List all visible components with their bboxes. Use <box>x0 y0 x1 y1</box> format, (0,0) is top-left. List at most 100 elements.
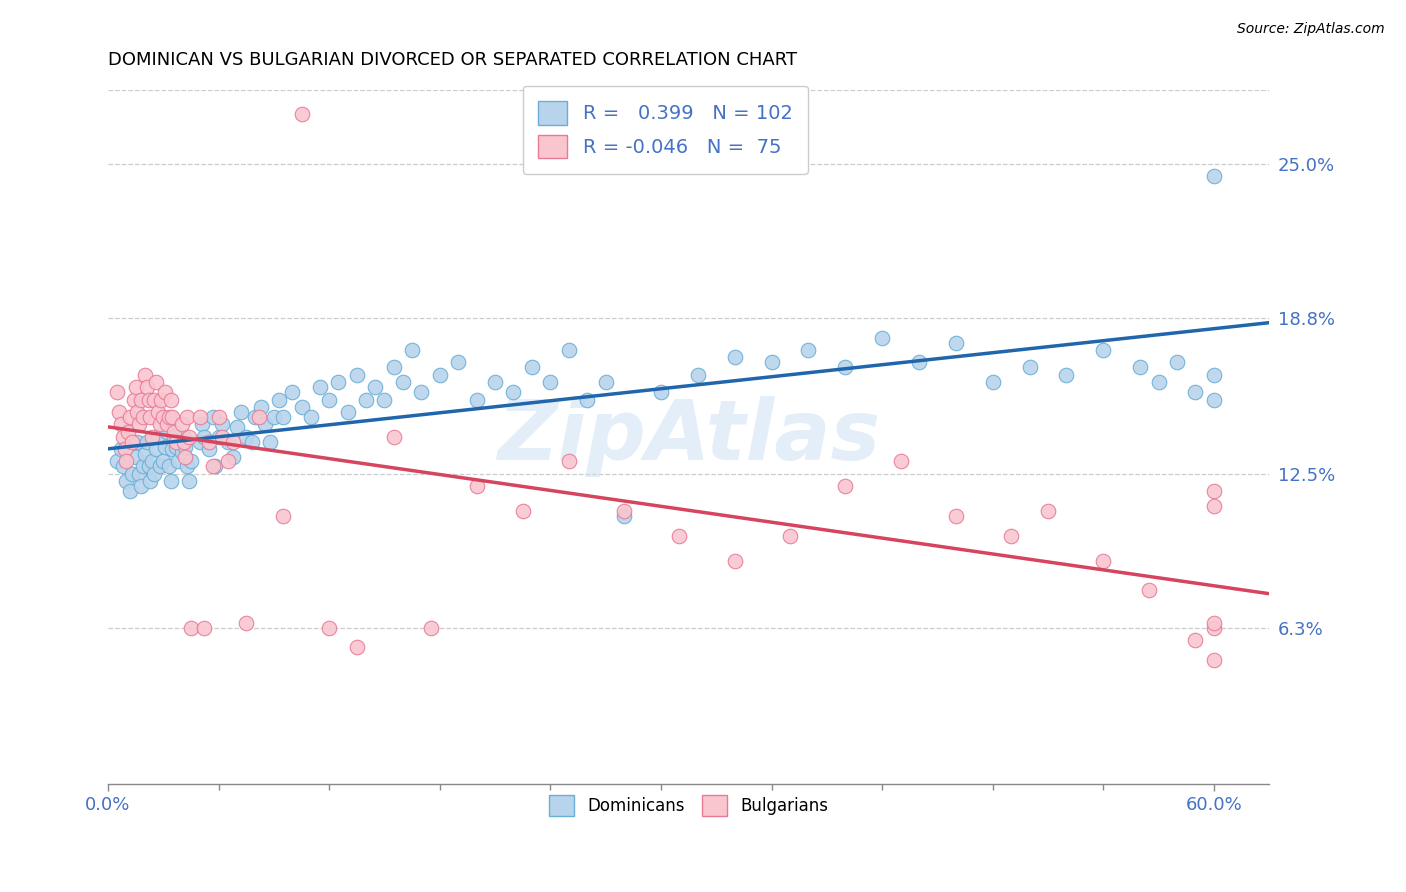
Point <box>1000 529 1022 543</box>
Point <box>167 454 190 468</box>
Point <box>595 375 617 389</box>
Point <box>121 467 143 481</box>
Point <box>222 450 245 464</box>
Point <box>290 400 312 414</box>
Point <box>354 392 377 407</box>
Point <box>309 380 332 394</box>
Text: DOMINICAN VS BULGARIAN DIVORCED OR SEPARATED CORRELATION CHART: DOMINICAN VS BULGARIAN DIVORCED OR SEPAR… <box>108 51 797 69</box>
Point <box>120 484 142 499</box>
Point <box>281 385 304 400</box>
Point <box>188 409 211 424</box>
Point <box>105 385 128 400</box>
Point <box>135 380 157 394</box>
Point <box>834 360 856 375</box>
Point <box>834 479 856 493</box>
Point <box>1147 375 1170 389</box>
Point <box>156 417 179 432</box>
Point <box>1184 385 1206 400</box>
Point <box>188 434 211 449</box>
Point <box>207 430 229 444</box>
Point <box>1036 504 1059 518</box>
Point <box>1129 360 1152 375</box>
Point <box>1202 615 1225 630</box>
Point <box>143 392 166 407</box>
Point <box>382 360 405 375</box>
Point <box>180 621 202 635</box>
Point <box>211 430 233 444</box>
Point <box>1202 484 1225 499</box>
Point <box>520 360 543 375</box>
Point <box>132 409 155 424</box>
Point <box>176 409 198 424</box>
Point <box>174 440 197 454</box>
Point <box>250 400 273 414</box>
Legend: Dominicans, Bulgarians: Dominicans, Bulgarians <box>541 787 837 824</box>
Point <box>115 454 138 468</box>
Point <box>890 454 912 468</box>
Point <box>419 621 441 635</box>
Point <box>117 425 139 439</box>
Point <box>558 454 581 468</box>
Point <box>139 409 162 424</box>
Point <box>127 405 149 419</box>
Point <box>202 459 225 474</box>
Point <box>173 430 195 444</box>
Point <box>132 459 155 474</box>
Point <box>105 454 128 468</box>
Point <box>271 509 294 524</box>
Point <box>373 392 395 407</box>
Point <box>198 442 221 456</box>
Point <box>217 434 239 449</box>
Point <box>290 107 312 121</box>
Point <box>134 447 156 461</box>
Point <box>174 450 197 464</box>
Point <box>153 440 176 454</box>
Point <box>779 529 801 543</box>
Point <box>447 355 470 369</box>
Point <box>346 368 368 382</box>
Point <box>429 368 451 382</box>
Point <box>346 640 368 655</box>
Point <box>177 475 200 489</box>
Point <box>110 442 132 456</box>
Point <box>180 454 202 468</box>
Point <box>484 375 506 389</box>
Point <box>1202 169 1225 184</box>
Point <box>382 430 405 444</box>
Point <box>1202 621 1225 635</box>
Point <box>150 392 173 407</box>
Point <box>613 509 636 524</box>
Point <box>945 509 967 524</box>
Point <box>139 475 162 489</box>
Point <box>1202 499 1225 513</box>
Point <box>1202 392 1225 407</box>
Point <box>1166 355 1188 369</box>
Point <box>156 425 179 439</box>
Point <box>111 430 134 444</box>
Point <box>138 459 160 474</box>
Point <box>152 454 174 468</box>
Point <box>129 392 152 407</box>
Point <box>538 375 561 389</box>
Point <box>401 343 423 357</box>
Point <box>134 368 156 382</box>
Point <box>1137 583 1160 598</box>
Point <box>159 392 181 407</box>
Point <box>193 430 215 444</box>
Point <box>576 392 599 407</box>
Point <box>269 392 291 407</box>
Point <box>870 330 893 344</box>
Point <box>121 434 143 449</box>
Point <box>411 385 433 400</box>
Point <box>207 409 229 424</box>
Point <box>240 434 263 449</box>
Point <box>138 392 160 407</box>
Point <box>173 434 195 449</box>
Point <box>176 459 198 474</box>
Point <box>170 417 193 432</box>
Point <box>191 417 214 432</box>
Point <box>193 621 215 635</box>
Point <box>1202 368 1225 382</box>
Point <box>129 479 152 493</box>
Point <box>392 375 415 389</box>
